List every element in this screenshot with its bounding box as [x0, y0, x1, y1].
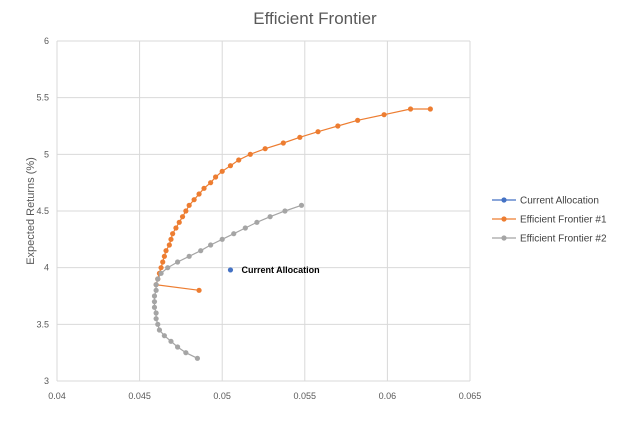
- legend-marker: [501, 235, 507, 241]
- data-point: [156, 327, 163, 333]
- data-point: [227, 163, 234, 169]
- legend-item: Efficient Frontier #2: [492, 234, 607, 245]
- x-tick-label: 0.045: [128, 391, 151, 401]
- y-tick-label: 4.5: [36, 206, 49, 216]
- data-point: [161, 333, 167, 339]
- legend-marker: [501, 197, 507, 203]
- data-point: [219, 168, 225, 174]
- data-point: [186, 202, 192, 208]
- data-point: [191, 197, 197, 203]
- x-tick-label: 0.06: [379, 391, 397, 401]
- data-point: [208, 180, 214, 186]
- annotation-layer: Current Allocation: [241, 265, 319, 275]
- legend: Current Allocation Efficient Frontier #1 E…: [492, 196, 607, 245]
- x-tick-label: 0.05: [213, 391, 231, 401]
- data-point: [262, 146, 268, 152]
- legend-item: Efficient Frontier #1: [492, 215, 607, 226]
- data-point: [160, 259, 166, 265]
- data-point: [236, 157, 242, 163]
- legend-label: Efficient Frontier #1: [520, 215, 607, 226]
- data-point: [173, 225, 179, 231]
- data-point: [208, 242, 214, 248]
- data-point: [280, 140, 286, 146]
- data-point: [179, 214, 186, 220]
- data-point: [163, 248, 169, 254]
- data-point: [212, 174, 219, 180]
- data-point: [161, 253, 167, 259]
- series-line: [155, 108, 431, 291]
- data-point: [247, 151, 253, 157]
- legend-marker: [501, 216, 507, 222]
- data-point: [201, 185, 207, 191]
- legend-label: Efficient Frontier #2: [520, 234, 607, 245]
- data-point: [158, 265, 164, 271]
- data-point: [176, 219, 182, 225]
- x-tick-label: 0.065: [459, 391, 482, 401]
- data-point: [407, 106, 414, 112]
- data-point: [155, 321, 161, 327]
- y-tick-label: 5.5: [36, 93, 49, 103]
- series-line: [153, 204, 302, 359]
- y-tick-label: 3.5: [36, 319, 49, 329]
- tick-label-layer: 3 3.5 4 4.5 5 5.5 6 0.04 0.045 0.05 0.055 0.06 0.065: [36, 36, 481, 401]
- series-layer: [151, 106, 433, 361]
- data-point: [242, 225, 248, 231]
- data-point: [219, 236, 225, 242]
- data-point: [174, 344, 181, 350]
- data-point: [183, 208, 189, 214]
- data-point: [170, 231, 176, 237]
- y-axis-title: Expected Returns (%): [25, 157, 37, 265]
- data-label: Current Allocation: [241, 265, 319, 275]
- data-point: [335, 123, 341, 129]
- data-point: [282, 208, 288, 214]
- data-point: [427, 106, 433, 112]
- data-point: [168, 338, 174, 344]
- data-point: [227, 267, 234, 273]
- data-point: [381, 112, 387, 118]
- data-point: [298, 202, 305, 208]
- y-tick-label: 5: [44, 149, 49, 159]
- data-point: [166, 242, 172, 248]
- series-2: [153, 106, 433, 293]
- data-point: [158, 270, 164, 276]
- data-point: [267, 214, 273, 220]
- x-tick-label: 0.04: [48, 391, 66, 401]
- series-3: [151, 202, 305, 361]
- data-point: [196, 191, 202, 197]
- data-point: [151, 304, 158, 310]
- legend-label: Current Allocation: [520, 196, 599, 207]
- data-point: [297, 134, 303, 140]
- data-point: [153, 287, 159, 293]
- data-point: [183, 350, 189, 356]
- data-point: [153, 316, 159, 322]
- data-point: [155, 276, 161, 282]
- data-point: [153, 282, 159, 288]
- data-point: [198, 248, 204, 254]
- data-point: [196, 287, 202, 293]
- data-point: [355, 117, 361, 123]
- data-point: [174, 259, 181, 265]
- y-tick-label: 4: [44, 263, 49, 273]
- data-point: [194, 355, 201, 361]
- data-point: [254, 219, 260, 225]
- data-point: [165, 265, 171, 271]
- data-point: [186, 253, 192, 259]
- grid-layer: [56, 40, 471, 382]
- data-point: [231, 231, 237, 237]
- data-point: [153, 310, 159, 316]
- data-point: [168, 236, 174, 242]
- legend-item: Current Allocation: [492, 196, 599, 207]
- chart-title: Efficient Frontier: [253, 9, 377, 28]
- data-point: [315, 129, 321, 135]
- data-point: [151, 293, 158, 299]
- x-tick-label: 0.055: [294, 391, 317, 401]
- data-point: [151, 299, 158, 305]
- y-tick-label: 6: [44, 36, 49, 46]
- series-1: [227, 267, 234, 273]
- y-tick-label: 3: [44, 376, 49, 386]
